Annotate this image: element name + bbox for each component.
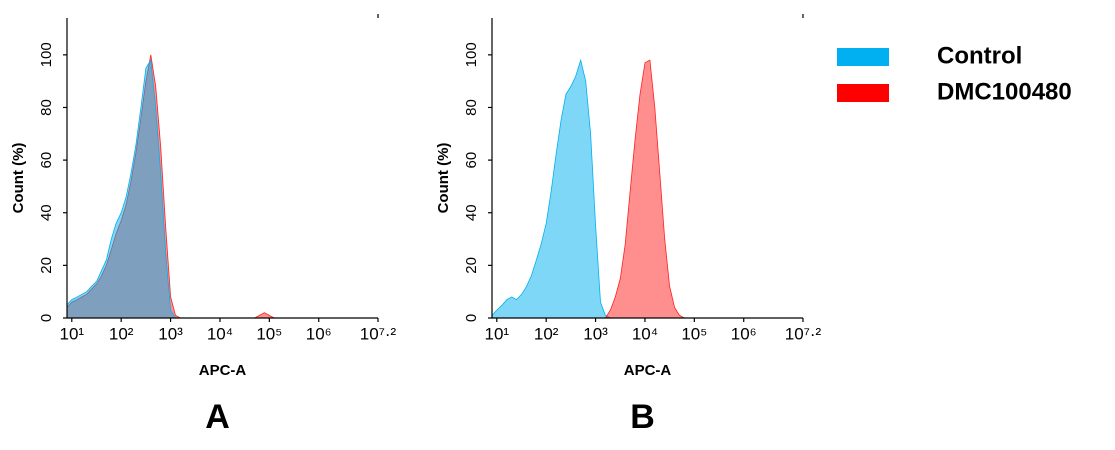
panel-label: A: [205, 398, 230, 436]
y-tick-label: 20: [463, 257, 480, 274]
y-tick-label: 40: [38, 204, 55, 221]
x-tick-label: 10⁴: [632, 324, 658, 343]
y-tick-label: 20: [38, 257, 55, 274]
x-axis-label: APC-A: [199, 362, 247, 379]
x-tick-label: 10²: [109, 324, 134, 343]
y-axis-label: Count (%): [10, 143, 27, 214]
x-tick-label: 10⁴: [207, 324, 233, 343]
legend-label: Control: [937, 42, 1022, 69]
x-tick-label: 10⁶: [731, 324, 757, 343]
y-tick-label: 0: [463, 314, 480, 322]
x-tick-label: 10⁵: [681, 324, 707, 343]
x-tick-label: 10⁵: [256, 324, 282, 343]
y-tick-label: 60: [463, 152, 480, 169]
x-tick-label: 10⁷·²: [360, 324, 397, 343]
x-tick-label: 10³: [583, 324, 608, 343]
y-tick-label: 100: [38, 42, 55, 67]
x-tick-label: 10¹: [59, 324, 84, 343]
legend-swatch: [837, 48, 889, 66]
panel-label: B: [630, 398, 655, 436]
legend-label: DMC100480: [937, 78, 1072, 105]
y-axis-label: Count (%): [435, 143, 452, 214]
x-axis-label: APC-A: [624, 362, 672, 379]
y-tick-label: 80: [463, 99, 480, 116]
x-tick-label: 10²: [534, 324, 559, 343]
y-tick-label: 0: [38, 314, 55, 322]
x-tick-label: 10⁶: [306, 324, 332, 343]
x-tick-label: 10³: [158, 324, 183, 343]
y-tick-label: 60: [38, 152, 55, 169]
y-tick-label: 80: [38, 99, 55, 116]
y-tick-label: 100: [463, 42, 480, 67]
legend-swatch: [837, 84, 889, 102]
y-tick-label: 40: [463, 204, 480, 221]
x-tick-label: 10⁷·²: [785, 324, 822, 343]
histogram-area: [66, 58, 378, 319]
x-tick-label: 10¹: [484, 324, 509, 343]
